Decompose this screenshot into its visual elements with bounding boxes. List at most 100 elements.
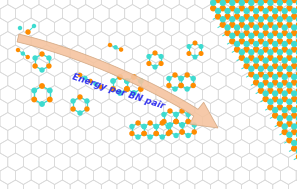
Circle shape bbox=[33, 56, 37, 60]
Circle shape bbox=[154, 125, 158, 129]
Circle shape bbox=[287, 50, 292, 55]
Circle shape bbox=[225, 30, 230, 36]
Circle shape bbox=[32, 88, 37, 93]
Circle shape bbox=[132, 91, 136, 95]
Circle shape bbox=[249, 39, 254, 44]
Circle shape bbox=[216, 0, 220, 2]
Circle shape bbox=[277, 99, 282, 104]
Circle shape bbox=[273, 97, 278, 101]
Circle shape bbox=[277, 116, 282, 121]
Circle shape bbox=[292, 30, 297, 36]
Circle shape bbox=[292, 108, 297, 112]
Circle shape bbox=[263, 47, 268, 52]
Circle shape bbox=[258, 88, 263, 93]
Circle shape bbox=[296, 149, 297, 154]
Circle shape bbox=[263, 0, 268, 2]
Circle shape bbox=[273, 42, 278, 46]
Circle shape bbox=[287, 66, 292, 71]
Circle shape bbox=[191, 84, 195, 88]
Circle shape bbox=[185, 87, 189, 91]
Circle shape bbox=[292, 14, 297, 19]
Circle shape bbox=[239, 55, 244, 60]
Circle shape bbox=[268, 72, 273, 77]
Circle shape bbox=[139, 79, 143, 83]
Circle shape bbox=[136, 121, 140, 125]
Circle shape bbox=[277, 39, 282, 44]
Circle shape bbox=[220, 0, 225, 5]
Circle shape bbox=[287, 0, 292, 5]
Circle shape bbox=[40, 84, 44, 88]
Circle shape bbox=[258, 72, 263, 77]
Circle shape bbox=[94, 82, 97, 86]
Circle shape bbox=[78, 73, 82, 77]
Circle shape bbox=[244, 58, 249, 63]
Circle shape bbox=[174, 119, 178, 123]
Circle shape bbox=[292, 74, 297, 80]
Circle shape bbox=[287, 39, 292, 44]
Circle shape bbox=[216, 14, 220, 19]
Circle shape bbox=[244, 47, 249, 52]
Circle shape bbox=[268, 6, 273, 11]
Circle shape bbox=[220, 22, 225, 27]
Circle shape bbox=[296, 6, 297, 11]
Circle shape bbox=[159, 55, 163, 58]
Circle shape bbox=[17, 49, 20, 51]
Circle shape bbox=[211, 0, 216, 5]
Circle shape bbox=[277, 0, 282, 5]
Circle shape bbox=[142, 125, 146, 129]
Circle shape bbox=[268, 17, 273, 22]
Circle shape bbox=[273, 91, 278, 96]
Circle shape bbox=[225, 25, 230, 30]
Circle shape bbox=[111, 79, 115, 83]
Circle shape bbox=[230, 39, 235, 44]
Circle shape bbox=[239, 17, 244, 22]
Circle shape bbox=[254, 64, 259, 68]
Circle shape bbox=[118, 91, 122, 95]
Circle shape bbox=[282, 91, 287, 96]
Circle shape bbox=[142, 132, 146, 136]
Circle shape bbox=[192, 130, 196, 134]
Circle shape bbox=[263, 25, 268, 30]
Circle shape bbox=[254, 25, 259, 30]
Circle shape bbox=[235, 47, 240, 52]
Circle shape bbox=[174, 119, 178, 123]
Circle shape bbox=[211, 6, 216, 11]
Circle shape bbox=[292, 91, 297, 96]
Circle shape bbox=[83, 76, 87, 80]
Circle shape bbox=[166, 125, 170, 129]
Circle shape bbox=[273, 58, 278, 63]
Circle shape bbox=[287, 88, 292, 93]
Circle shape bbox=[273, 0, 278, 2]
Circle shape bbox=[296, 121, 297, 126]
Circle shape bbox=[244, 9, 249, 13]
Circle shape bbox=[277, 22, 282, 27]
Circle shape bbox=[244, 42, 249, 46]
Circle shape bbox=[180, 123, 184, 127]
Circle shape bbox=[287, 116, 292, 121]
Circle shape bbox=[292, 146, 297, 151]
Circle shape bbox=[258, 83, 263, 88]
Circle shape bbox=[249, 33, 254, 38]
Circle shape bbox=[263, 42, 268, 46]
Circle shape bbox=[235, 30, 240, 36]
Circle shape bbox=[167, 77, 171, 81]
Circle shape bbox=[244, 25, 249, 30]
Circle shape bbox=[108, 43, 111, 46]
Circle shape bbox=[287, 22, 292, 27]
Circle shape bbox=[40, 52, 44, 56]
Circle shape bbox=[292, 97, 297, 101]
Circle shape bbox=[268, 105, 273, 110]
Circle shape bbox=[168, 130, 172, 134]
Circle shape bbox=[254, 58, 259, 63]
Circle shape bbox=[273, 14, 278, 19]
Circle shape bbox=[268, 66, 273, 71]
Circle shape bbox=[220, 6, 225, 11]
Circle shape bbox=[89, 79, 92, 83]
Circle shape bbox=[292, 0, 297, 2]
Circle shape bbox=[154, 125, 158, 129]
Circle shape bbox=[263, 64, 268, 68]
Circle shape bbox=[258, 50, 263, 55]
Circle shape bbox=[282, 64, 287, 68]
Circle shape bbox=[292, 25, 297, 30]
Circle shape bbox=[277, 88, 282, 93]
